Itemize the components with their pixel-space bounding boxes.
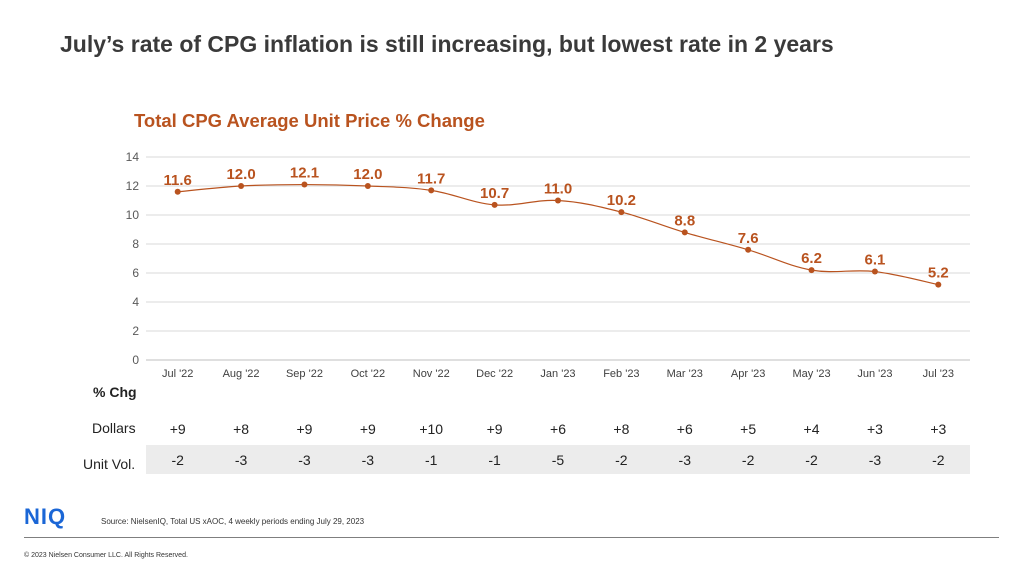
dollars-cell: +9 (486, 421, 503, 437)
dollars-row-label: Dollars (92, 420, 136, 436)
data-point (681, 229, 688, 236)
data-label: 6.1 (864, 252, 885, 269)
unit-vol-cell: -2 (741, 452, 755, 468)
dollars-cell: +8 (613, 421, 630, 437)
chart-title: Total CPG Average Unit Price % Change (134, 110, 485, 131)
dollars-row-band (146, 414, 970, 443)
dollars-cell: +6 (550, 421, 566, 437)
x-tick-label: Dec '22 (476, 368, 513, 380)
y-axis: 0 2 4 6 8 10 12 14 (126, 150, 140, 367)
unit-vol-cell: -2 (615, 452, 628, 468)
unit-vol-row-label: Unit Vol. (83, 456, 136, 472)
table-header: % Chg (93, 384, 137, 400)
dollars-cell: +10 (419, 421, 444, 437)
dollars-cell: +4 (803, 421, 820, 437)
dollars-cell: +3 (866, 421, 883, 437)
data-label: 12.0 (353, 166, 382, 183)
data-labels: 11.6 12.0 12.1 12.0 11.7 10.7 11.0 10.2 8.8 7.6 6.… (164, 165, 949, 282)
x-tick-label: Jul '22 (162, 368, 193, 380)
x-tick-label: Jun '23 (857, 368, 892, 380)
unit-vol-cell: -3 (298, 452, 311, 468)
slide-title: July’s rate of CPG inflation is still in… (60, 31, 834, 57)
x-tick-label: Mar '23 (667, 368, 703, 380)
y-tick-label: 2 (132, 324, 139, 338)
x-axis: Jul '22 Aug '22 Sep '22 Oct '22 Nov '22 Dec '… (162, 368, 954, 380)
unit-vol-row-band (146, 445, 970, 474)
unit-vol-cell: -3 (678, 452, 691, 468)
chart-gridlines (146, 156, 970, 361)
x-tick-label: Jan '23 (540, 368, 575, 380)
y-tick-label: 6 (132, 266, 139, 280)
data-label: 6.2 (801, 250, 822, 267)
y-tick-label: 4 (132, 295, 139, 309)
data-label: 12.0 (226, 166, 255, 183)
x-tick-label: Nov '22 (413, 368, 450, 380)
dollars-cell: +9 (296, 421, 313, 437)
niq-logo: NIQ (24, 504, 67, 529)
data-point (808, 267, 815, 274)
dollars-cell: +3 (930, 421, 947, 437)
unit-vol-cell: -3 (868, 452, 882, 468)
unit-vol-cell: -1 (424, 452, 438, 468)
x-tick-label: Sep '22 (286, 368, 323, 380)
y-tick-label: 10 (126, 208, 140, 222)
x-tick-label: Feb '23 (603, 368, 639, 380)
source-note: Source: NielsenIQ, Total US xAOC, 4 week… (101, 517, 365, 526)
line-chart: 0 2 4 6 8 10 12 14 11.6 12.0 12.1 12.0 11.7 10.7 11.0… (126, 150, 970, 380)
data-label: 10.7 (480, 185, 509, 202)
x-tick-label: Oct '22 (351, 368, 386, 380)
data-label: 5.2 (928, 265, 949, 282)
x-tick-label: Jul '23 (923, 368, 954, 380)
dollars-cell: +9 (359, 421, 376, 437)
y-tick-label: 12 (126, 179, 140, 193)
unit-vol-cell: -2 (171, 452, 184, 468)
unit-vol-cell: -2 (805, 452, 818, 468)
data-label: 11.7 (417, 170, 445, 187)
unit-vol-cell: -2 (932, 452, 945, 468)
data-point (618, 209, 625, 216)
data-points (174, 181, 942, 288)
data-point (935, 281, 942, 288)
data-point (174, 188, 181, 195)
data-label: 7.6 (738, 230, 759, 247)
data-point (491, 201, 498, 208)
data-label: 12.1 (290, 165, 319, 182)
dollars-cell: +6 (676, 421, 693, 437)
unit-vol-cell: -1 (488, 452, 501, 468)
data-label: 11.6 (164, 172, 192, 189)
copyright-note: © 2023 Nielsen Consumer LLC. All Rights … (24, 552, 188, 559)
unit-vol-cell: -5 (551, 452, 565, 468)
data-point (871, 268, 878, 275)
footer-divider (24, 537, 999, 538)
x-tick-label: Aug '22 (223, 368, 260, 380)
unit-vol-cell: -3 (361, 452, 375, 468)
data-point (301, 181, 308, 188)
y-tick-label: 0 (132, 353, 139, 367)
y-tick-label: 14 (126, 150, 140, 164)
data-point (555, 197, 561, 204)
data-point (238, 183, 245, 189)
dollars-cell: +8 (233, 421, 250, 437)
data-label: 8.8 (674, 212, 695, 229)
data-label: 11.0 (544, 181, 572, 198)
data-point (428, 187, 435, 194)
dollars-cell: +9 (169, 421, 186, 437)
data-label: 10.2 (607, 192, 636, 209)
unit-vol-cell: -3 (234, 452, 248, 468)
x-tick-label: May '23 (792, 368, 830, 380)
data-point (745, 246, 752, 253)
dollars-cell: +5 (740, 421, 757, 437)
x-tick-label: Apr '23 (731, 368, 766, 380)
data-point (364, 183, 371, 189)
y-tick-label: 8 (132, 237, 139, 251)
